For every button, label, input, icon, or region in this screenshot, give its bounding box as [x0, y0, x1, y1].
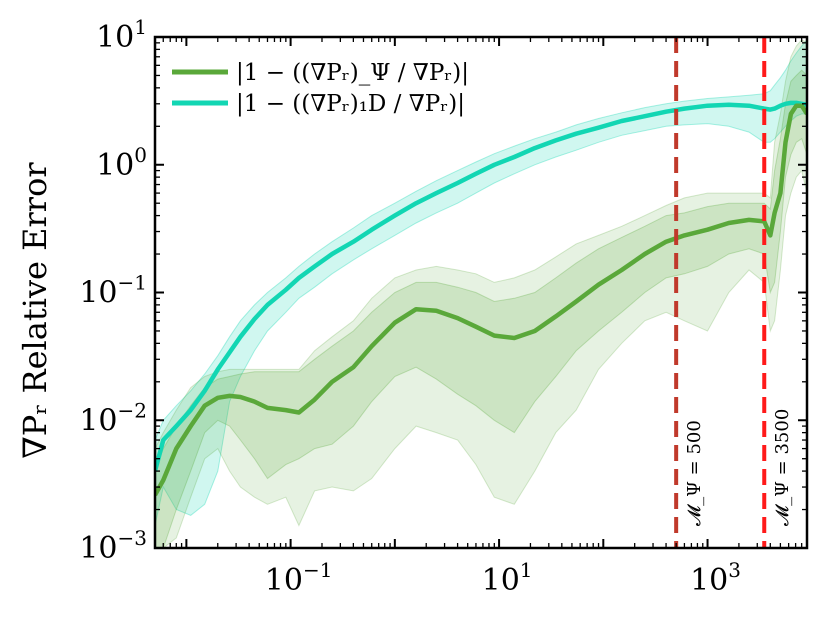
y-axis-label: ∇Pᵣ Relative Error	[16, 162, 54, 459]
x-tick-label-2: 103	[690, 558, 741, 598]
y-tick-label-4: 101	[96, 15, 147, 55]
x-tick-label-1: 101	[482, 558, 533, 598]
x-tick-label-0: 10−1	[265, 558, 333, 598]
legend-label-0: |1 − ((∇Pᵣ)_Ψ / ∇Pᵣ)|	[236, 60, 469, 86]
legend: |1 − ((∇Pᵣ)_Ψ / ∇Pᵣ)| |1 − ((∇Pᵣ)₁D / ∇Pᵣ…	[172, 60, 469, 117]
line-series-1d	[155, 100, 807, 472]
band-series-psi-inner	[155, 69, 807, 548]
vlines-layer: 𝓜_Ψ = 500 𝓜_Ψ = 3500	[674, 37, 793, 548]
bands-layer	[155, 39, 807, 548]
vline-label-1: 𝓜_Ψ = 3500	[772, 409, 793, 526]
y-tick-label-3: 100	[96, 143, 147, 183]
legend-label-1: |1 − ((∇Pᵣ)₁D / ∇Pᵣ)|	[236, 91, 465, 117]
axes-layer: 10−1 101 103 10−3 10−2 10−1 100 101 ∇Pᵣ Relative…	[16, 15, 809, 598]
y-tick-label-0: 10−3	[79, 526, 147, 566]
lines-layer	[155, 100, 807, 497]
y-tick-label-1: 10−2	[79, 398, 147, 438]
line-series-psi	[155, 103, 807, 497]
y-tick-label-2: 10−1	[79, 271, 147, 311]
band-series-1d	[155, 39, 807, 526]
band-series-psi-outer	[155, 39, 807, 548]
vline-label-0: 𝓜_Ψ = 500	[684, 420, 705, 526]
